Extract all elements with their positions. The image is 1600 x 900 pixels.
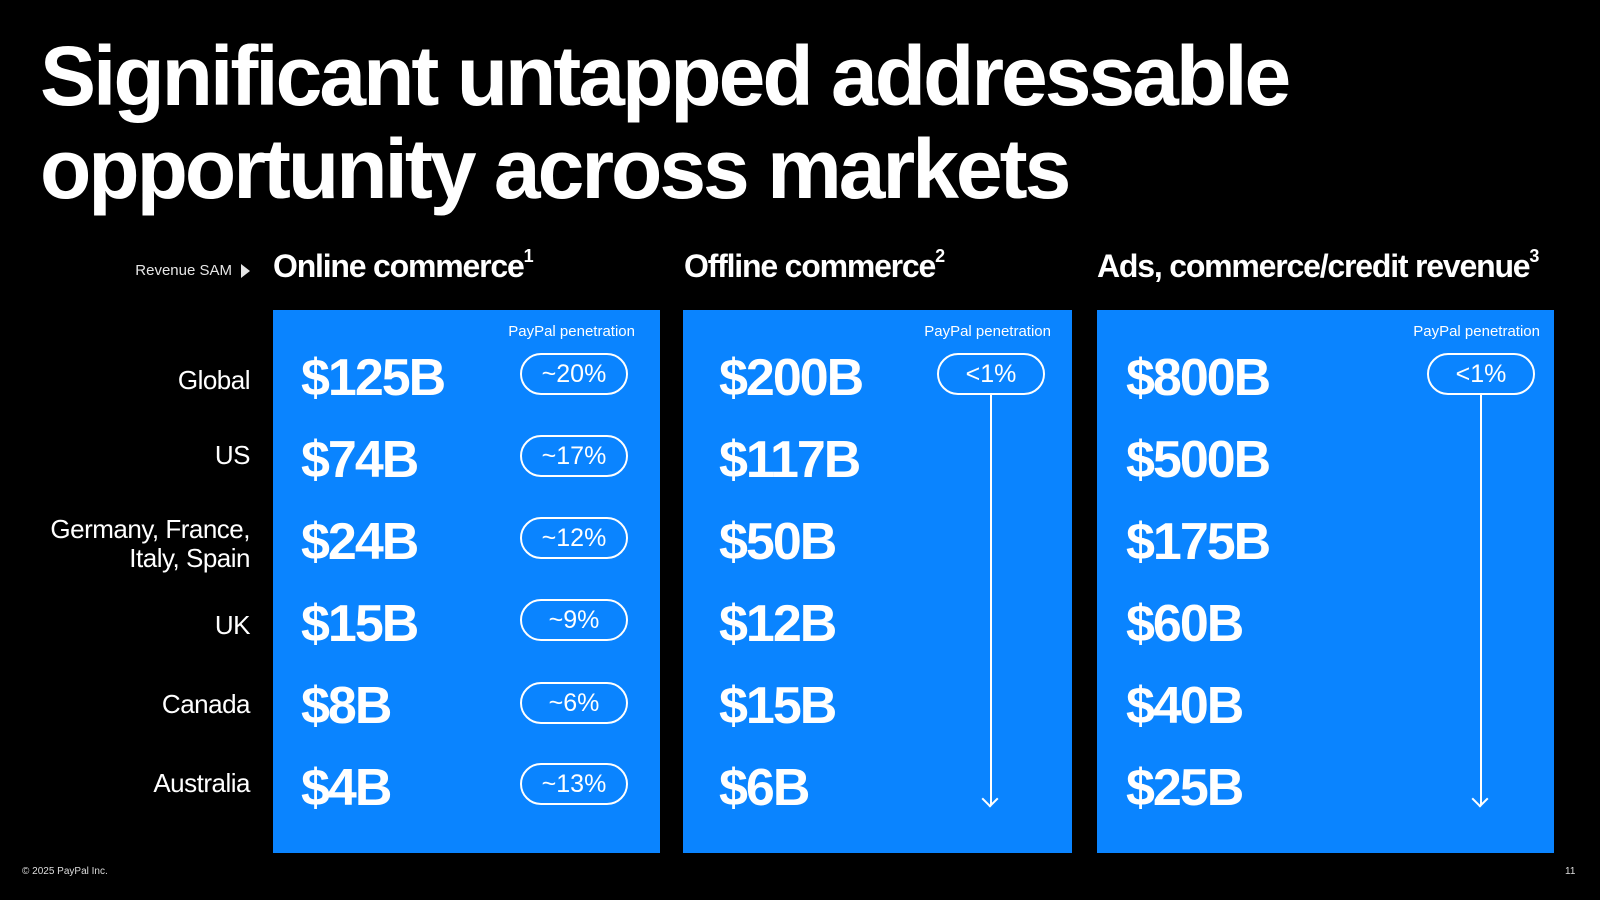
region-label-text: Italy, Spain: [129, 543, 250, 573]
arrow-down-line: [990, 395, 992, 805]
penetration-pill: <1%: [937, 353, 1045, 395]
footnote-marker: 3: [1529, 246, 1540, 267]
arrow-down-icon: [1471, 790, 1489, 808]
footnote-marker: 2: [935, 246, 946, 267]
panel-offline-commerce: PayPal penetration $200B $117B $50B $12B…: [683, 310, 1072, 853]
column-heading-text: Ads, commerce/credit revenue: [1097, 248, 1531, 284]
sam-value: $15B: [719, 677, 837, 735]
penetration-label: PayPal penetration: [1413, 323, 1540, 340]
penetration-pill: <1%: [1427, 353, 1535, 395]
revenue-sam-label: Revenue SAM: [100, 262, 250, 279]
column-heading-offline: Offline commerce2: [684, 246, 946, 285]
sam-value: $60B: [1126, 595, 1244, 653]
revenue-sam-text: Revenue SAM: [135, 262, 232, 279]
panel-online-commerce: PayPal penetration $125B $74B $24B $15B …: [273, 310, 660, 853]
penetration-pill: ~20%: [520, 353, 628, 395]
footnote-marker: 1: [523, 246, 534, 267]
page-title: Significant untapped addressable opportu…: [40, 30, 1540, 216]
sam-value: $25B: [1126, 759, 1244, 817]
column-heading-text: Online commerce: [273, 248, 525, 284]
sam-value: $4B: [301, 759, 392, 817]
sam-value: $15B: [301, 595, 419, 653]
title-line-2: opportunity across markets: [40, 122, 1071, 216]
sam-value: $117B: [719, 431, 861, 489]
sam-value: $175B: [1126, 513, 1271, 571]
arrow-down-line: [1480, 395, 1482, 805]
column-heading-ads: Ads, commerce/credit revenue3: [1097, 246, 1540, 285]
region-label-australia: Australia: [40, 769, 250, 798]
column-heading-text: Offline commerce: [684, 248, 936, 284]
region-label-text: Germany, France,: [50, 514, 250, 544]
region-label-text: Canada: [161, 689, 251, 719]
sam-value: $12B: [719, 595, 837, 653]
penetration-pill: ~17%: [520, 435, 628, 477]
copyright-footer: © 2025 PayPal Inc.: [22, 866, 108, 877]
sam-value: $500B: [1126, 431, 1271, 489]
sam-value: $125B: [301, 349, 446, 407]
penetration-pill: ~6%: [520, 682, 628, 724]
sam-value: $74B: [301, 431, 419, 489]
page-number: 11: [1565, 866, 1576, 877]
penetration-pill: ~9%: [520, 599, 628, 641]
region-label-canada: Canada: [40, 689, 251, 719]
arrow-down-icon: [981, 790, 999, 808]
sam-value: $24B: [301, 513, 419, 571]
sam-value: $40B: [1126, 677, 1244, 735]
column-heading-online: Online commerce1: [273, 246, 534, 285]
region-label-global: Global: [40, 365, 251, 395]
sam-value: $200B: [719, 349, 864, 407]
region-label-text: UK: [214, 610, 251, 640]
region-label-europe: Germany, France, Italy, Spain: [40, 515, 250, 573]
sam-value: $6B: [719, 759, 810, 817]
sam-value: $800B: [1126, 349, 1271, 407]
title-line-1: Significant untapped addressable: [40, 29, 1291, 123]
region-label-text: Global: [177, 365, 251, 395]
triangle-right-icon: [241, 263, 250, 278]
penetration-pill: ~13%: [520, 763, 628, 805]
region-label-text: US: [214, 440, 251, 470]
penetration-pill: ~12%: [520, 517, 628, 559]
penetration-label: PayPal penetration: [508, 323, 635, 340]
penetration-label: PayPal penetration: [924, 323, 1051, 340]
sam-value: $50B: [719, 513, 837, 571]
region-label-us: US: [40, 440, 251, 470]
region-label-uk: UK: [40, 610, 251, 640]
sam-value: $8B: [301, 677, 392, 735]
region-label-text: Australia: [153, 768, 250, 798]
panel-ads-commerce-credit: PayPal penetration $800B $500B $175B $60…: [1097, 310, 1554, 853]
